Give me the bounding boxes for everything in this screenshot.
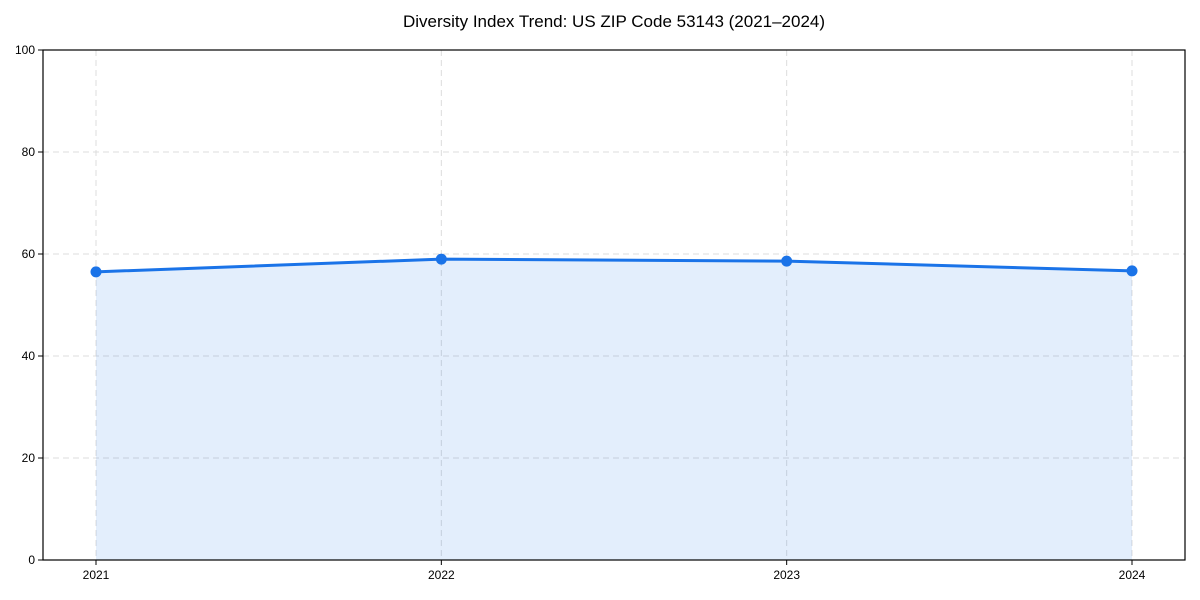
y-axis-tick-label: 80 — [22, 145, 36, 159]
y-axis-tick-label: 0 — [28, 553, 35, 567]
y-axis-tick-label: 20 — [22, 451, 36, 465]
x-axis-tick-label: 2022 — [428, 568, 455, 582]
trend-line — [94, 257, 1134, 274]
y-axis-tick-label: 100 — [15, 43, 35, 57]
x-axis-tick-label: 2023 — [773, 568, 800, 582]
data-point — [1126, 265, 1138, 277]
x-axis-tick-label: 2021 — [83, 568, 110, 582]
chart-title: Diversity Index Trend: US ZIP Code 53143… — [402, 12, 826, 31]
y-axis-tick-label: 60 — [22, 247, 36, 261]
plot-border — [42, 49, 1186, 561]
data-point — [435, 253, 447, 265]
x-axis-tick-label: 2024 — [1119, 568, 1146, 582]
data-point — [90, 266, 102, 278]
area-fill — [96, 259, 1132, 560]
data-point — [781, 255, 793, 267]
y-axis-tick-label: 40 — [22, 349, 36, 363]
